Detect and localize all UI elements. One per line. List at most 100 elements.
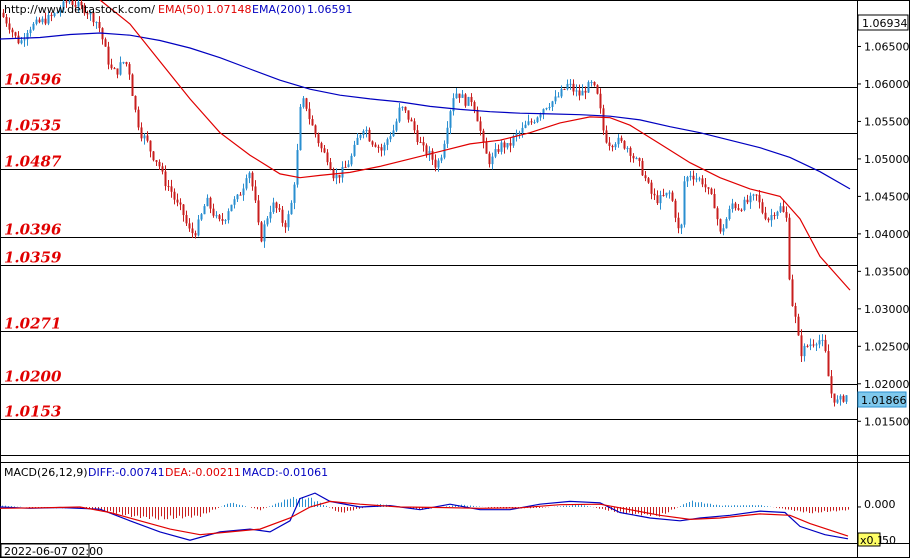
candle-body — [740, 209, 743, 211]
candle-body — [575, 90, 578, 92]
candle-body — [719, 219, 722, 232]
candle-body — [377, 146, 380, 148]
candle-body — [32, 23, 35, 30]
source-url: http://www.deltastock.com/ — [4, 3, 155, 16]
candle-body — [125, 62, 128, 65]
candle-body — [797, 316, 800, 336]
macd-scale-tick: 50 — [882, 534, 896, 547]
candle-body — [5, 17, 8, 24]
candle-body — [707, 187, 710, 189]
candle-body — [293, 184, 296, 203]
candle-body — [77, 1, 80, 7]
candle-body — [731, 203, 734, 209]
y-tick-label: 1.06500 — [864, 40, 910, 53]
candle-body — [86, 13, 89, 15]
candle-body — [380, 147, 383, 151]
candle-body — [749, 195, 752, 203]
candle-body — [230, 204, 233, 212]
candle-body — [14, 32, 17, 36]
macd-scale-badge — [857, 532, 881, 547]
candle-body — [308, 108, 311, 120]
candle-body — [473, 102, 476, 110]
candle-body — [599, 93, 602, 109]
candle-body — [644, 175, 647, 179]
level-label: 1.0487 — [4, 153, 62, 171]
candle-body — [503, 142, 506, 148]
candle-body — [176, 199, 179, 203]
candle-body — [818, 340, 821, 345]
candle-body — [461, 94, 464, 98]
candle-body — [386, 139, 389, 145]
candle-body — [836, 399, 839, 403]
candle-body — [338, 174, 341, 178]
candle-body — [254, 186, 257, 201]
candle-body — [671, 192, 674, 201]
candle-body — [755, 194, 758, 196]
candle-body — [842, 395, 845, 402]
candle-body — [140, 127, 143, 139]
candle-body — [827, 351, 830, 377]
candle-body — [212, 208, 215, 216]
candle-body — [476, 109, 479, 122]
candle-body — [266, 218, 269, 225]
candle-body — [536, 117, 539, 123]
candle-body — [467, 96, 470, 106]
candle-body — [602, 108, 605, 131]
candle-body — [446, 127, 449, 144]
candle-body — [689, 175, 692, 178]
candle-body — [821, 339, 824, 341]
candle-body — [770, 215, 773, 221]
candle-body — [437, 160, 440, 168]
candle-body — [632, 155, 635, 159]
candle-body — [710, 188, 713, 194]
level-label: 1.0535 — [4, 117, 61, 135]
candle-body — [572, 83, 575, 92]
candle-body — [155, 160, 158, 162]
support-resistance-lines — [0, 87, 857, 420]
candle-body — [389, 136, 392, 140]
candle-body — [347, 164, 350, 168]
candle-body — [296, 150, 299, 185]
candle-body — [401, 106, 404, 108]
candle-body — [281, 209, 284, 223]
candle-body — [26, 33, 29, 40]
candle-body — [578, 90, 581, 96]
candle-body — [494, 149, 497, 157]
candle-body — [464, 94, 467, 106]
level-label: 1.0200 — [4, 368, 62, 386]
candle-body — [335, 174, 338, 179]
y-tick-label: 1.04500 — [864, 190, 910, 203]
candle-body — [812, 344, 815, 346]
candle-body — [530, 121, 533, 123]
y-tick-label: 1.01500 — [864, 415, 910, 428]
candle-body — [491, 156, 494, 165]
macd-title: MACD(26,12,9) — [4, 466, 88, 479]
candle-body — [722, 228, 725, 232]
candle-body — [677, 217, 680, 229]
candle-body — [554, 96, 557, 102]
candle-body — [221, 219, 224, 221]
macd-macd-legend: MACD:-0.01061 — [242, 466, 328, 479]
candle-body — [557, 96, 560, 98]
candle-body — [131, 74, 134, 96]
candle-body — [407, 110, 410, 120]
candle-body — [350, 155, 353, 165]
ema50-legend-label: EMA(50) — [158, 3, 205, 16]
candle-body — [161, 166, 164, 172]
candle-body — [11, 29, 14, 33]
candle-body — [95, 22, 98, 24]
candle-body — [362, 131, 365, 135]
candle-body — [278, 208, 281, 210]
candle-body — [188, 223, 191, 229]
candle-body — [44, 18, 47, 24]
macd-scale-badge-text: x0.1 — [860, 534, 884, 547]
ema50-line — [99, 0, 851, 291]
level-label: 1.0271 — [4, 315, 61, 333]
candle-body — [365, 129, 368, 132]
candle-body — [107, 46, 110, 65]
candle-body — [830, 376, 833, 394]
candle-body — [716, 208, 719, 220]
candle-body — [791, 279, 794, 307]
candle-body — [329, 162, 332, 170]
